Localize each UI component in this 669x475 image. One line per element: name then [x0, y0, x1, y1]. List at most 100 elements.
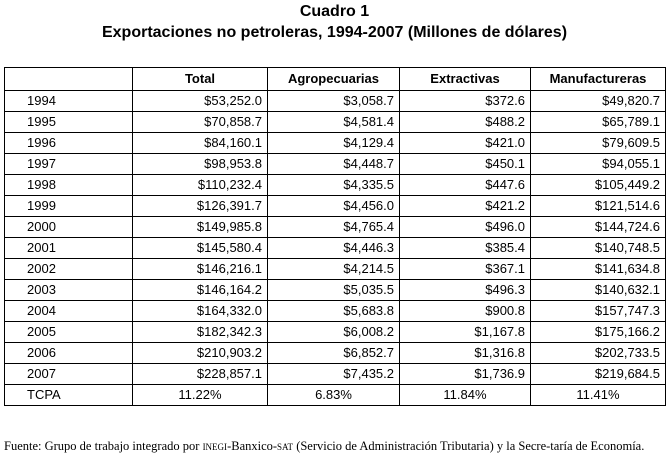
year-cell: 2002 [4, 258, 133, 280]
manufactureras-cell: $140,748.5 [530, 237, 666, 259]
agropecuarias-cell: $4,214.5 [267, 258, 400, 280]
footnote-text-1: Fuente: Grupo de trabajo integrado por [4, 439, 203, 453]
extractivas-cell: $900.8 [399, 300, 531, 322]
year-cell: 2005 [4, 321, 133, 343]
column-header-blank [4, 67, 133, 91]
footnote-org-sat: sat [277, 439, 294, 453]
extractivas-cell: $372.6 [399, 90, 531, 112]
agropecuarias-cell: $5,683.8 [267, 300, 400, 322]
table-row: 1994 $53,252.0 $3,058.7 $372.6 $49,820.7 [4, 90, 666, 112]
manufactureras-cell: $140,632.1 [530, 279, 666, 301]
extractivas-cell: $450.1 [399, 153, 531, 175]
manufactureras-cell: $105,449.2 [530, 174, 666, 196]
agropecuarias-cell: $4,335.5 [267, 174, 400, 196]
manufactureras-cell: $219,684.5 [530, 363, 666, 385]
year-cell: 1996 [4, 132, 133, 154]
table-row: 2003 $146,164.2 $5,035.5 $496.3 $140,632… [4, 279, 666, 301]
footnote-text-2: -Banxico- [227, 439, 278, 453]
extractivas-cell: $1,736.9 [399, 363, 531, 385]
footnote-text-3: (Servicio de Administración Tributaria) … [293, 439, 645, 453]
table-row: 1999 $126,391.7 $4,456.0 $421.2 $121,514… [4, 195, 666, 217]
extractivas-cell: $421.2 [399, 195, 531, 217]
agropecuarias-cell: $6,852.7 [267, 342, 400, 364]
table-row: 2000 $149,985.8 $4,765.4 $496.0 $144,724… [4, 216, 666, 238]
manufactureras-cell: $65,789.1 [530, 111, 666, 133]
table-row: 1995 $70,858.7 $4,581.4 $488.2 $65,789.1 [4, 111, 666, 133]
table-row: 2007 $228,857.1 $7,435.2 $1,736.9 $219,6… [4, 363, 666, 385]
table-row: 1997 $98,953.8 $4,448.7 $450.1 $94,055.1 [4, 153, 666, 175]
agropecuarias-cell: $3,058.7 [267, 90, 400, 112]
extractivas-cell: $496.3 [399, 279, 531, 301]
table-title: Exportaciones no petroleras, 1994-2007 (… [101, 24, 568, 41]
table-header-row: Total Agropecuarias Extractivas Manufact… [4, 67, 666, 91]
manufactureras-cell: $202,733.5 [530, 342, 666, 364]
agropecuarias-cell: $4,448.7 [267, 153, 400, 175]
table-row: 1996 $84,160.1 $4,129.4 $421.0 $79,609.5 [4, 132, 666, 154]
table-row: 2005 $182,342.3 $6,008.2 $1,167.8 $175,1… [4, 321, 666, 343]
growth-rate-row: TCPA 11.22% 6.83% 11.84% 11.41% [4, 384, 666, 406]
extractivas-cell: $421.0 [399, 132, 531, 154]
manufactureras-cell: $79,609.5 [530, 132, 666, 154]
manufactureras-cell: $144,724.6 [530, 216, 666, 238]
extractivas-cell: $1,167.8 [399, 321, 531, 343]
extractivas-cell: $1,316.8 [399, 342, 531, 364]
year-cell: 2003 [4, 279, 133, 301]
table-row: 2002 $146,216.1 $4,214.5 $367.1 $141,634… [4, 258, 666, 280]
exports-table: Total Agropecuarias Extractivas Manufact… [4, 67, 666, 406]
year-cell: 1999 [4, 195, 133, 217]
table-row: 2001 $145,580.4 $4,446.3 $385.4 $140,748… [4, 237, 666, 259]
year-cell: 2007 [4, 363, 133, 385]
extractivas-cell: $496.0 [399, 216, 531, 238]
extractivas-cell: $447.6 [399, 174, 531, 196]
agropecuarias-cell: $4,765.4 [267, 216, 400, 238]
agropecuarias-cell: $4,446.3 [267, 237, 400, 259]
footnote-org-inegi: inegi [202, 439, 228, 453]
manufactureras-cell: $175,166.2 [530, 321, 666, 343]
manufactureras-rate-cell: 11.41% [530, 384, 666, 406]
total-rate-cell: 11.22% [132, 384, 268, 406]
total-cell: $84,160.1 [132, 132, 268, 154]
total-cell: $70,858.7 [132, 111, 268, 133]
agropecuarias-cell: $5,035.5 [267, 279, 400, 301]
extractivas-cell: $367.1 [399, 258, 531, 280]
total-cell: $164,332.0 [132, 300, 268, 322]
total-cell: $110,232.4 [132, 174, 268, 196]
extractivas-rate-cell: 11.84% [399, 384, 531, 406]
year-cell: 1994 [4, 90, 133, 112]
total-cell: $149,985.8 [132, 216, 268, 238]
agropecuarias-cell: $7,435.2 [267, 363, 400, 385]
manufactureras-cell: $121,514.6 [530, 195, 666, 217]
source-footnote: Fuente: Grupo de trabajo integrado por i… [4, 438, 665, 454]
year-cell: 2006 [4, 342, 133, 364]
year-cell: 2000 [4, 216, 133, 238]
table-row: 2004 $164,332.0 $5,683.8 $900.8 $157,747… [4, 300, 666, 322]
table-caption: Cuadro 1 [299, 3, 370, 20]
agropecuarias-cell: $4,581.4 [267, 111, 400, 133]
manufactureras-cell: $94,055.1 [530, 153, 666, 175]
manufactureras-cell: $141,634.8 [530, 258, 666, 280]
column-header-manufactureras: Manufactureras [530, 67, 666, 91]
year-cell: 2004 [4, 300, 133, 322]
manufactureras-cell: $49,820.7 [530, 90, 666, 112]
year-cell: 2001 [4, 237, 133, 259]
total-cell: $182,342.3 [132, 321, 268, 343]
table-row: 2006 $210,903.2 $6,852.7 $1,316.8 $202,7… [4, 342, 666, 364]
extractivas-cell: $385.4 [399, 237, 531, 259]
agropecuarias-cell: $4,456.0 [267, 195, 400, 217]
total-cell: $146,216.1 [132, 258, 268, 280]
agropecuarias-cell: $4,129.4 [267, 132, 400, 154]
total-cell: $146,164.2 [132, 279, 268, 301]
year-cell: 1995 [4, 111, 133, 133]
agropecuarias-rate-cell: 6.83% [267, 384, 400, 406]
column-header-total: Total [132, 67, 268, 91]
total-cell: $53,252.0 [132, 90, 268, 112]
manufactureras-cell: $157,747.3 [530, 300, 666, 322]
year-cell: 1998 [4, 174, 133, 196]
total-cell: $228,857.1 [132, 363, 268, 385]
table-row: 1998 $110,232.4 $4,335.5 $447.6 $105,449… [4, 174, 666, 196]
total-cell: $98,953.8 [132, 153, 268, 175]
column-header-extractivas: Extractivas [399, 67, 531, 91]
column-header-agropecuarias: Agropecuarias [267, 67, 400, 91]
total-cell: $210,903.2 [132, 342, 268, 364]
total-cell: $145,580.4 [132, 237, 268, 259]
